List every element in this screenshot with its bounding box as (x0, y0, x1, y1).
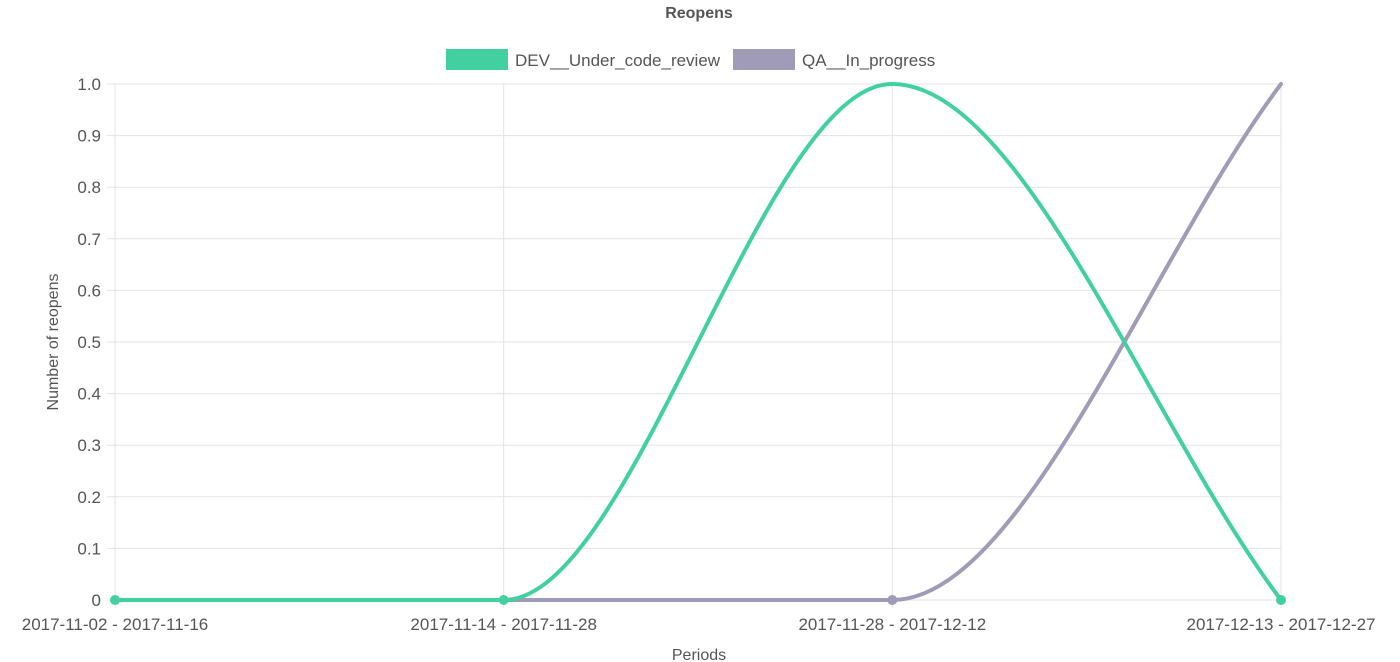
x-axis-label: Periods (672, 647, 726, 662)
data-point-dev-under-code-review[interactable] (1276, 595, 1286, 605)
x-tick-label: 2017-12-13 - 2017-12-27 (1186, 615, 1375, 634)
data-point-dev-under-code-review[interactable] (498, 595, 509, 605)
chart-title: Reopens (665, 5, 733, 22)
y-tick-label: 0.4 (77, 385, 101, 404)
series-points (110, 595, 1286, 605)
x-axis-ticks: 2017-11-02 - 2017-11-16 2017-11-14 - 2017… (22, 615, 1376, 634)
x-tick-label: 2017-11-02 - 2017-11-16 (22, 615, 209, 634)
y-tick-label: 0.9 (77, 127, 101, 146)
y-tick-label: 0.8 (77, 178, 101, 197)
data-point-qa-in-progress[interactable] (887, 595, 898, 605)
y-tick-label: 0.2 (77, 488, 101, 507)
x-tick-label: 2017-11-14 - 2017-11-28 (410, 615, 597, 634)
data-point-dev-under-code-review[interactable] (110, 595, 120, 605)
legend-item-qa-in-progress[interactable]: QA__In_progress (733, 49, 935, 70)
y-tick-label: 0.7 (77, 230, 101, 249)
legend-label-dev-under-code-review: DEV__Under_code_review (515, 51, 721, 70)
y-axis-label: Number of reopens (45, 274, 62, 411)
legend-swatch-dev-under-code-review (446, 49, 508, 70)
legend: DEV__Under_code_review QA__In_progress (446, 49, 935, 70)
series-line-dev-under-code-review (113, 82, 1283, 603)
x-tick-label: 2017-11-28 - 2017-12-12 (798, 615, 986, 634)
legend-label-qa-in-progress: QA__In_progress (802, 51, 935, 70)
series-lines (113, 82, 1283, 603)
y-tick-label: 0.3 (77, 436, 101, 455)
y-tick-label: 0.6 (77, 281, 101, 300)
y-tick-label: 1.0 (77, 75, 101, 94)
legend-item-dev-under-code-review[interactable]: DEV__Under_code_review (446, 49, 721, 70)
y-axis-ticks: 0 0.1 0.2 0.3 0.4 0.5 0.6 0.7 0.8 0.9 1.0 (77, 75, 101, 610)
y-tick-label: 0.5 (77, 333, 101, 352)
legend-swatch-qa-in-progress (733, 49, 795, 70)
y-tick-label: 0 (92, 591, 101, 610)
y-tick-label: 0.1 (77, 539, 101, 558)
grid (107, 83, 1282, 608)
